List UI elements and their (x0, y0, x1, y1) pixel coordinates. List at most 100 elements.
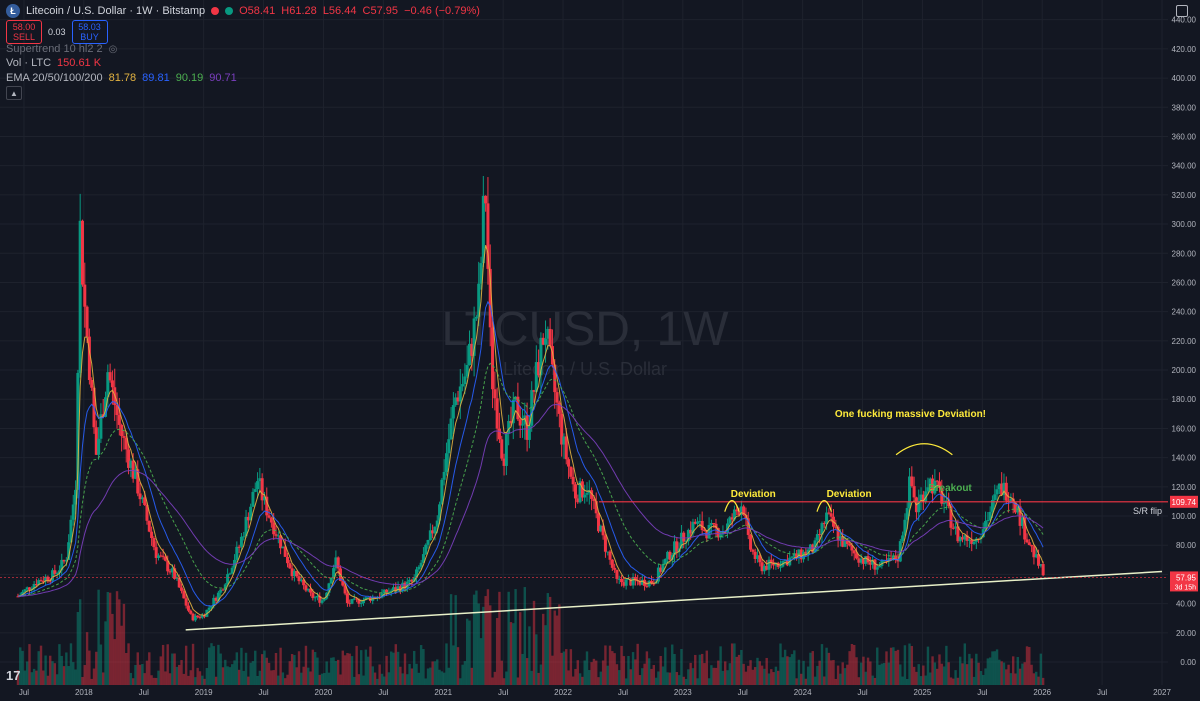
candle-body (1011, 498, 1015, 503)
candle-body (90, 379, 94, 388)
volume-bar (696, 678, 699, 685)
candle-body (382, 589, 386, 594)
annotation-label: Deviation (827, 489, 872, 500)
volume-bar (302, 666, 305, 685)
candle-body (875, 567, 879, 570)
candle-body (970, 539, 974, 544)
volume-bar (553, 610, 556, 685)
volume-bar (961, 663, 964, 685)
volume-bar (104, 621, 107, 685)
candle-body (244, 516, 248, 537)
volume-bar (876, 647, 879, 685)
ema-legend[interactable]: EMA 20/50/100/200 81.78 89.81 90.19 90.7… (6, 72, 237, 84)
candle-body (304, 585, 308, 591)
settings-icon[interactable] (1176, 5, 1188, 17)
candle-body (30, 588, 34, 590)
candle-body (954, 526, 958, 529)
candle-body (749, 534, 753, 550)
volume-bar (203, 678, 206, 685)
candle-body (37, 580, 41, 585)
candle-body (120, 424, 124, 437)
volume-bar (438, 669, 441, 685)
volume-bar (664, 647, 667, 685)
volume-bar (620, 645, 623, 685)
volume-bar (362, 675, 365, 685)
volume-bar (793, 650, 796, 685)
volume-bar (618, 670, 621, 685)
candle-body (562, 436, 566, 445)
volume-bar (878, 664, 881, 685)
chevron-up-icon[interactable]: ▲ (6, 86, 22, 100)
volume-bar (189, 670, 192, 685)
volume-series (16, 587, 1045, 685)
volume-bar (698, 654, 702, 685)
volume-bar (608, 645, 612, 685)
volume-bar (217, 644, 220, 685)
candle-body (806, 549, 810, 555)
candle-body (804, 551, 808, 555)
time-axis[interactable]: Jul 2018 Jul 2019 Jul 2020 Jul 2021 Jul 2022 Jul 20… (0, 668, 1200, 701)
buy-button[interactable]: 58.03 BUY (71, 20, 108, 44)
volume-bar (113, 639, 116, 685)
volume-bar (864, 671, 867, 685)
price-axis[interactable]: 0.0020.0040.0060.0080.00100.00120.00140.… (1168, 0, 1200, 701)
volume-bar (915, 671, 918, 685)
candle-body (673, 541, 677, 555)
candle-body (613, 567, 617, 570)
sell-price: 58.00 (12, 22, 36, 32)
volume-bar (385, 655, 388, 685)
time-tick-label: 2025 (914, 688, 932, 697)
ema200-line (17, 403, 1044, 597)
candle-body (80, 220, 84, 285)
volume-bar (555, 615, 559, 685)
volume-legend[interactable]: Vol · LTC 150.61 K (6, 57, 101, 69)
candle-body (173, 568, 177, 579)
candle-body (735, 509, 739, 512)
buy-price: 58.03 (78, 22, 101, 32)
symbol-title[interactable]: Litecoin / U.S. Dollar · 1W · Bitstamp (26, 5, 206, 17)
candle-body (624, 579, 628, 586)
volume-bar (730, 643, 734, 685)
candle-body (924, 491, 928, 503)
volume-bar (226, 666, 229, 685)
candle-body (398, 586, 402, 592)
volume-bar (931, 656, 934, 685)
candle-body (739, 506, 743, 516)
volume-bar (429, 667, 432, 685)
volume-bar (615, 664, 619, 685)
candle-body (507, 420, 511, 434)
candle-body (216, 592, 220, 601)
candle-body (691, 521, 695, 534)
volume-bar (959, 656, 962, 685)
volume-bar (518, 612, 522, 685)
candle-body (873, 559, 877, 570)
volume-bar (756, 657, 759, 685)
volume-bar (984, 668, 987, 685)
volume-bar (836, 665, 840, 685)
candle-body (166, 560, 170, 572)
candle-body (71, 504, 75, 520)
candle-body (951, 527, 955, 529)
volume-bar (357, 674, 361, 685)
volume-bar (115, 591, 119, 685)
price-tick-label: 220.00 (1172, 337, 1197, 346)
eye-off-icon[interactable]: ◎ (108, 43, 118, 55)
volume-bar (671, 644, 674, 685)
volume-bar (942, 666, 946, 685)
candle-body (889, 558, 893, 560)
price-tick-label: 320.00 (1172, 191, 1197, 200)
candle-body (129, 460, 133, 468)
supertrend-legend[interactable]: Supertrend 10 hl2 2 ◎ (6, 43, 117, 55)
candle-body (737, 511, 741, 516)
candle-body (186, 605, 190, 611)
volume-bar (51, 661, 54, 685)
volume-bar (85, 632, 89, 685)
volume-bar (783, 649, 787, 685)
candle-body (219, 589, 223, 593)
sell-button[interactable]: 58.00 SELL (6, 20, 42, 44)
candle-body (822, 523, 826, 525)
volume-bar (548, 596, 552, 685)
volume-bar (894, 650, 897, 685)
candle-body (444, 453, 448, 472)
